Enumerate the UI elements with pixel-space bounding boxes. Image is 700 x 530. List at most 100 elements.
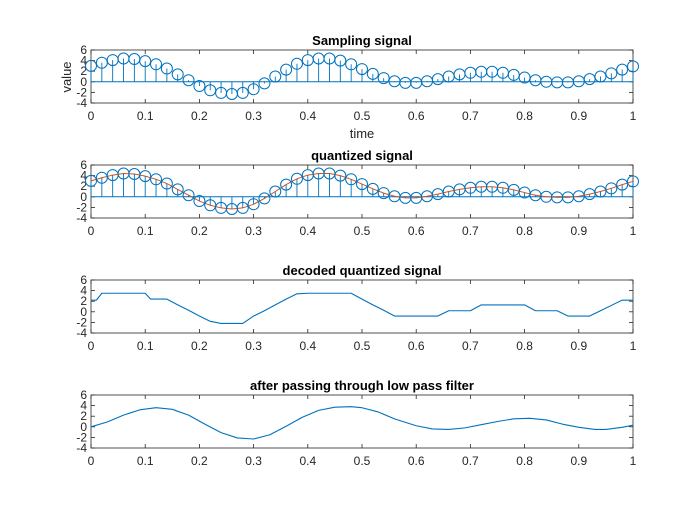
y-tick-label: 0 xyxy=(80,75,87,89)
x-tick-label: 0.4 xyxy=(299,454,316,468)
x-tick-label: 0.8 xyxy=(516,109,533,123)
chart-title: decoded quantized signal xyxy=(283,263,442,278)
data-point xyxy=(150,58,163,71)
x-tick-label: 0.6 xyxy=(408,454,425,468)
x-tick-label: 0.2 xyxy=(191,454,208,468)
x-tick-label: 0.6 xyxy=(408,109,425,123)
data-point xyxy=(616,178,629,191)
x-tick-label: 0.6 xyxy=(408,339,425,353)
data-point xyxy=(627,60,639,73)
data-point xyxy=(236,86,249,99)
data-point xyxy=(193,80,206,93)
x-tick-label: 0 xyxy=(88,109,95,123)
data-point xyxy=(377,187,390,200)
y-tick-label: -4 xyxy=(76,441,87,455)
data-point xyxy=(356,178,368,191)
x-tick-label: 0.2 xyxy=(191,339,208,353)
sampling-signal-panel: Sampling signal time value 0 0.1 0.2 0.3 0.4… xyxy=(59,33,639,141)
data-point xyxy=(160,62,173,75)
data-point xyxy=(334,54,347,67)
data-point xyxy=(182,189,195,202)
y-tick-label: -2 xyxy=(76,85,87,99)
x-tick-label: 0.7 xyxy=(462,224,479,238)
x-tick-label: 0.3 xyxy=(245,109,262,123)
data-point xyxy=(334,169,347,182)
data-point xyxy=(171,183,184,196)
x-tick-label: 0.3 xyxy=(245,224,262,238)
data-point xyxy=(139,55,152,68)
data-point xyxy=(182,74,195,87)
data-point xyxy=(366,182,379,195)
y-tick-label: 2 xyxy=(80,409,87,423)
x-tick-label: 1 xyxy=(630,339,637,353)
x-tick-label: 0.8 xyxy=(516,339,533,353)
y-tick-label: -2 xyxy=(76,315,87,329)
chart-title: quantized signal xyxy=(311,148,413,163)
series-line xyxy=(90,406,634,440)
data-point xyxy=(290,172,303,185)
y-tick-label: -2 xyxy=(76,200,87,214)
x-tick-label: 0.4 xyxy=(299,109,316,123)
x-tick-label: 0.1 xyxy=(137,224,154,238)
data-point xyxy=(605,67,618,80)
data-point xyxy=(258,192,271,205)
x-tick-label: 0.2 xyxy=(191,224,208,238)
y-tick-label: 6 xyxy=(80,43,87,57)
x-tick-label: 0.7 xyxy=(462,109,479,123)
x-tick-label: 0.4 xyxy=(299,224,316,238)
x-tick-label: 0.9 xyxy=(570,224,587,238)
y-tick-label: 4 xyxy=(80,399,87,413)
x-tick-label: 0.7 xyxy=(462,454,479,468)
data-point xyxy=(247,198,260,211)
quantized-signal-panel: quantized signal 0 0.1 0.2 0.3 0.4 0.5 0.6 0.7 0… xyxy=(76,148,639,238)
x-tick-label: 0.8 xyxy=(516,224,533,238)
y-tick-label: 6 xyxy=(80,158,87,172)
data-point xyxy=(627,175,639,188)
data-point xyxy=(616,63,629,76)
x-tick-label: 0.5 xyxy=(354,224,371,238)
data-point xyxy=(356,63,368,76)
x-tick-label: 1 xyxy=(630,454,637,468)
x-tick-label: 0.2 xyxy=(191,109,208,123)
data-point xyxy=(366,67,379,80)
x-tick-label: 0.9 xyxy=(570,109,587,123)
data-point xyxy=(171,68,184,81)
y-tick-label: 2 xyxy=(80,179,87,193)
x-tick-label: 0 xyxy=(88,339,95,353)
x-tick-label: 0.9 xyxy=(570,454,587,468)
x-tick-label: 0.1 xyxy=(137,339,154,353)
x-tick-label: 0 xyxy=(88,224,95,238)
x-tick-label: 0.5 xyxy=(354,109,371,123)
data-point xyxy=(280,63,293,76)
data-point xyxy=(269,70,282,83)
x-tick-label: 0.4 xyxy=(299,339,316,353)
y-tick-label: -2 xyxy=(76,430,87,444)
data-point xyxy=(85,174,97,187)
x-tick-label: 0.8 xyxy=(516,454,533,468)
x-tick-label: 0.6 xyxy=(408,224,425,238)
x-axis-label: time xyxy=(350,126,375,141)
y-tick-label: 2 xyxy=(80,64,87,78)
x-tick-label: 1 xyxy=(630,224,637,238)
y-tick-label: 2 xyxy=(80,294,87,308)
y-tick-label: -4 xyxy=(76,326,87,340)
data-point xyxy=(150,173,163,186)
y-tick-label: 0 xyxy=(80,420,87,434)
data-point xyxy=(85,59,97,72)
data-point xyxy=(247,83,260,96)
data-point xyxy=(139,170,152,183)
y-tick-label: 0 xyxy=(80,190,87,204)
x-tick-label: 0.1 xyxy=(137,454,154,468)
low-pass-filter-panel: after passing through low pass filter 0 0… xyxy=(76,378,636,468)
x-tick-label: 0.3 xyxy=(245,339,262,353)
data-point xyxy=(236,201,249,214)
decoded-quantized-signal-panel: decoded quantized signal 0 0.1 0.2 0.3 0.4 0.… xyxy=(76,263,636,353)
x-tick-label: 0.7 xyxy=(462,339,479,353)
data-point xyxy=(594,70,607,83)
data-point xyxy=(269,185,282,198)
y-tick-label: 4 xyxy=(80,169,87,183)
y-tick-label: 4 xyxy=(80,54,87,68)
y-tick-label: 4 xyxy=(80,284,87,298)
